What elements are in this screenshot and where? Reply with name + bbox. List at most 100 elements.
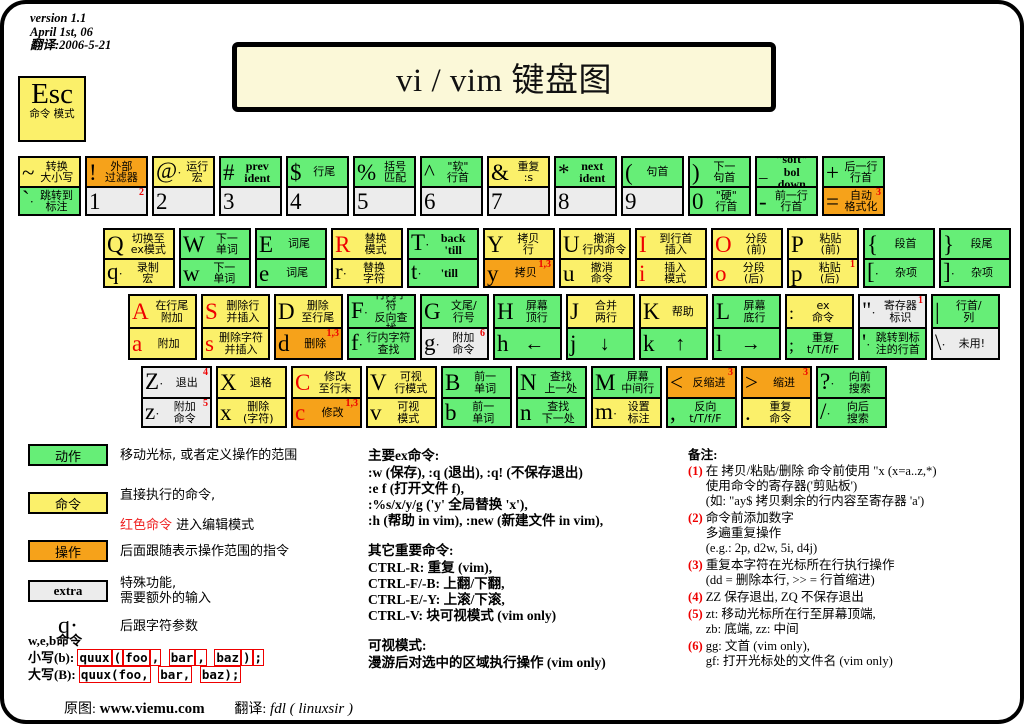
key-r[interactable]: R 替换 模式 r· 替换 字符: [331, 228, 403, 288]
footer: 原图: www.viemu.com 翻译: fdl ( linuxsir ): [64, 698, 353, 718]
key-half: s 删除字符 并插入: [203, 327, 268, 358]
legend-text-operator: 后面跟随表示操作范围的指令: [120, 543, 290, 559]
key-f[interactable]: F·行内字符 反向查找f·行内字符 查找: [347, 294, 416, 360]
key-glyph: j: [570, 331, 577, 356]
key-i[interactable]: I 到行首 插入 i 插入 模式: [635, 228, 707, 288]
key-half: l →: [714, 327, 779, 358]
key-half: R 替换 模式: [333, 230, 401, 258]
key-half: D 删除 至行尾: [276, 296, 341, 327]
key-n[interactable]: N 查找 上一处 n 查找 下一处: [516, 366, 587, 428]
key-glyph: F·: [351, 297, 369, 323]
key-1[interactable]: ! 外部 过滤器 1 2: [85, 156, 148, 216]
key-half: 4: [288, 186, 347, 214]
key-x[interactable]: < 反缩进 3, 反向 t/T/f/F: [666, 366, 737, 428]
key-half: x 删除 (字符): [218, 397, 285, 426]
key-e[interactable]: E 词尾 e 词尾: [255, 228, 327, 288]
key-s[interactable]: S 删除行 并插入 s 删除字符 并插入: [201, 294, 270, 360]
key-7[interactable]: & 重复 :s 7: [487, 156, 550, 216]
key-glyph: @·: [156, 158, 182, 184]
key-6[interactable]: ^ "软" 行首 6: [420, 156, 483, 216]
key-x[interactable]: "· 寄存器 标识 1 '· 跳转到标 注的行首: [858, 294, 927, 360]
note-number: (4): [688, 590, 703, 604]
key-y[interactable]: Y 拷贝 行 y 拷贝 1,3: [483, 228, 555, 288]
footer-source-label: 原图:: [64, 702, 96, 717]
key-glyph: #: [223, 159, 235, 185]
key-b[interactable]: B 前一 单词 b 前一 单词: [441, 366, 512, 428]
key-x[interactable]: {段首 [· 杂项: [863, 228, 935, 288]
key-half: o 分段 (后): [713, 258, 781, 286]
note-body: 重复本字符在光标所在行执行操作 (dd = 删除本行, >> = 行首缩进): [705, 558, 895, 587]
key-x[interactable]: > 缩进 3. 重复 命令: [741, 366, 812, 428]
key-3[interactable]: # prev ident 3: [219, 156, 282, 216]
key-9[interactable]: (句首 9: [621, 156, 684, 216]
key-glyph: 3: [223, 188, 235, 214]
key-t[interactable]: T· back 'till t· 'till: [407, 228, 479, 288]
key-desc: 文尾/ 行号: [450, 299, 477, 324]
key-h[interactable]: H 屏幕 顶行 h ←: [493, 294, 562, 360]
key-glyph: ,: [670, 400, 676, 425]
key-esc[interactable]: Esc 命令 模式: [18, 76, 86, 142]
key-half: [· 杂项: [865, 258, 933, 286]
key-half: | 行首/ 列: [933, 296, 998, 327]
key-glyph: Y: [487, 231, 504, 257]
key-d[interactable]: D 删除 至行尾 d 删除 1,3: [274, 294, 343, 360]
key-desc: 修改: [321, 405, 344, 419]
key-footnote-marker: 2: [139, 187, 144, 198]
key-k[interactable]: K 帮助 k ↑: [639, 294, 708, 360]
key-desc: 寄存器 标识: [883, 299, 917, 324]
key-desc: 跳转到 标注: [40, 188, 73, 213]
key-x[interactable]: _ "soft" bol down - 前一行 行首: [755, 156, 818, 216]
key-g[interactable]: G 文尾/ 行号 g· 附加 命令 6: [420, 294, 489, 360]
key-half: r· 替换 字符: [333, 258, 401, 286]
key-half: % 括号 匹配: [355, 158, 414, 186]
key-desc: 重复 t/T/f/F: [806, 331, 840, 356]
key-v[interactable]: V 可视 行模式 v 可视 模式: [366, 366, 437, 428]
key-desc: prev ident: [244, 158, 271, 185]
key-x[interactable]: ?· 向前 搜索 /· 向后 搜索: [816, 366, 887, 428]
key-glyph: M: [595, 370, 616, 395]
key-l[interactable]: L 屏幕 底行 l →: [712, 294, 781, 360]
key-glyph: d: [278, 331, 290, 356]
key-m[interactable]: M 屏幕 中间行 m· 设置 标注: [591, 366, 662, 428]
legend-text-motion: 移动光标, 或者定义操作的范围: [120, 447, 298, 463]
key-desc: "软" 行首: [446, 159, 469, 184]
key-8[interactable]: * next ident 8: [554, 156, 617, 216]
key-q[interactable]: Q 切换至 ex模式 q· 录制 宏: [103, 228, 175, 288]
key-half: P 粘贴 (前): [789, 230, 857, 258]
key-c[interactable]: C 修改 至行末 c 修改 1,3: [291, 366, 362, 428]
key-glyph: }: [943, 231, 955, 257]
key-0[interactable]: ) 下一 句首 0 "硬" 行首: [688, 156, 751, 216]
key-j[interactable]: J 合并 两行 j ↓: [566, 294, 635, 360]
key-glyph: W: [183, 231, 205, 257]
footer-source-link[interactable]: www.viemu.com: [99, 701, 205, 717]
key-u[interactable]: U 撤消 行内命令 u 撤消 命令: [559, 228, 631, 288]
key-desc: 删除行 并插入: [226, 299, 260, 324]
key-p[interactable]: P 粘贴 (前) p 粘贴 (后) 1: [787, 228, 859, 288]
ex-commands-column: 主要ex命令: :w (保存), :q (退出), :q! (不保存退出) :e…: [368, 448, 668, 685]
key-x[interactable]: | 行首/ 列 \· 未用!: [931, 294, 1000, 360]
key-half: . 重复 命令: [743, 397, 810, 426]
key-x[interactable]: X 退格 x 删除 (字符): [216, 366, 287, 428]
note-number: (2): [688, 511, 703, 525]
key-desc: 运行 宏: [186, 159, 209, 184]
key-x[interactable]: : ex 命令; 重复 t/T/f/F: [785, 294, 854, 360]
key-4[interactable]: $ 行尾 4: [286, 156, 349, 216]
direction-arrow-icon: ↓: [599, 332, 610, 355]
key-x[interactable]: ~ 转换 大小写 `· 跳转到 标注: [18, 156, 81, 216]
note-number: (5): [688, 607, 703, 621]
key-5[interactable]: % 括号 匹配 5: [353, 156, 416, 216]
key-o[interactable]: O 分段 (前) o 分段 (后): [711, 228, 783, 288]
key-z[interactable]: Z· 退出 4 z· 附加 命令 5: [141, 366, 212, 428]
key-half: N 查找 上一处: [518, 368, 585, 397]
key-glyph: e: [259, 260, 270, 286]
key-half: * next ident: [556, 158, 615, 186]
notes-column: 备注: (1) 在 拷贝/粘贴/删除 命令前使用 "x (x=a..z,*) 使用…: [688, 448, 1018, 671]
key-desc: 词尾: [286, 266, 309, 280]
key-x[interactable]: + 后一行 行首 = 自动 格式化 3: [822, 156, 885, 216]
key-w[interactable]: W 下一 单词 w 下一 单词: [179, 228, 251, 288]
key-half: `· 跳转到 标注: [20, 186, 79, 214]
key-a[interactable]: A 在行尾 附加 a 附加: [128, 294, 197, 360]
key-x[interactable]: } 段尾]· 杂项: [939, 228, 1011, 288]
key-glyph: H: [497, 299, 514, 324]
